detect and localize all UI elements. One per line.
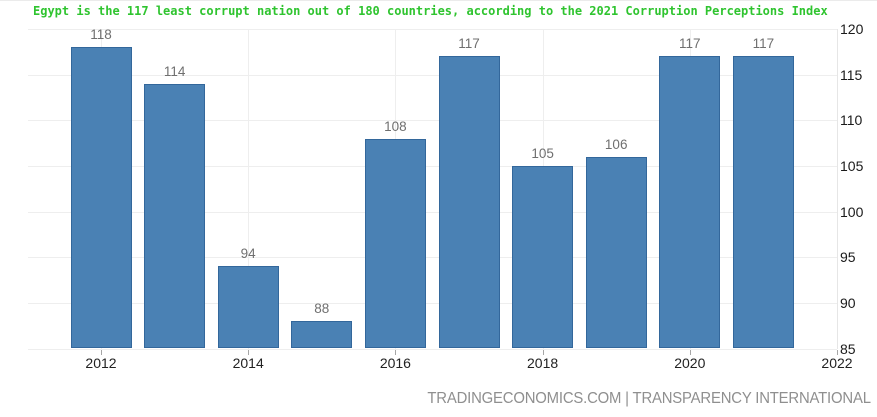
bar-value-label: 94 [240, 246, 256, 262]
gridline-vertical [248, 29, 250, 349]
y-axis-tick-label: 100 [840, 203, 864, 220]
bar-2017[interactable] [438, 56, 500, 349]
x-axis-tick-label: 2012 [85, 355, 117, 371]
x-axis-tick-label: 2020 [674, 355, 706, 371]
source-attribution: TRADINGECONOMICS.COM | TRANSPARENCY INTE… [427, 390, 872, 407]
bar-value-label: 88 [314, 301, 330, 317]
y-axis-tick-label: 105 [840, 157, 864, 174]
x-axis-tick [837, 349, 838, 355]
bar-value-label: 117 [458, 36, 480, 52]
gridline-horizontal [28, 29, 837, 30]
y-axis-tick-label: 95 [840, 249, 856, 266]
gridline-horizontal [28, 211, 837, 213]
y-axis-tick-label: 115 [840, 66, 863, 83]
bar-value-label: 105 [531, 145, 554, 161]
bar-2016[interactable] [364, 138, 426, 349]
bar-2020[interactable] [659, 56, 721, 349]
x-axis-tick [542, 349, 544, 355]
x-axis-tick [101, 349, 102, 355]
chart-title: Egypt is the 117 least corrupt nation ou… [33, 4, 828, 18]
bar-value-label: 117 [752, 36, 775, 52]
x-axis-tick-label: 2022 [821, 355, 853, 371]
bar-value-label: 114 [163, 63, 186, 79]
y-axis-tick-label: 120 [840, 21, 864, 37]
y-axis-line [837, 29, 838, 349]
bar-2012[interactable] [70, 47, 132, 349]
bar-value-label: 106 [604, 136, 628, 152]
bar-2013[interactable] [144, 83, 206, 349]
bar-2021[interactable] [732, 56, 794, 349]
gridline-horizontal [28, 120, 837, 122]
y-axis-tick-label: 110 [840, 112, 863, 129]
gridline-horizontal [28, 165, 837, 167]
gridline-horizontal [28, 302, 837, 304]
x-axis-tick [689, 349, 691, 355]
x-axis-tick [395, 349, 397, 355]
x-axis-tick-label: 2014 [232, 355, 264, 371]
bar-2015[interactable] [291, 321, 353, 349]
bar-value-label: 118 [90, 27, 112, 43]
y-axis-tick-label: 90 [840, 294, 856, 311]
x-axis-tick-label: 2016 [379, 355, 411, 371]
gridline-horizontal [28, 257, 837, 259]
gridline-horizontal [28, 348, 837, 350]
gridline-horizontal [28, 74, 837, 76]
x-axis-tick-label: 2018 [527, 355, 559, 371]
bar-2019[interactable] [585, 156, 647, 349]
bar-2018[interactable] [512, 165, 574, 349]
bar-value-label: 117 [679, 36, 701, 52]
y-axis-tick-label: 85 [840, 340, 856, 357]
x-axis-tick [248, 349, 250, 355]
bar-2014[interactable] [217, 266, 279, 349]
bar-value-label: 108 [384, 118, 407, 134]
